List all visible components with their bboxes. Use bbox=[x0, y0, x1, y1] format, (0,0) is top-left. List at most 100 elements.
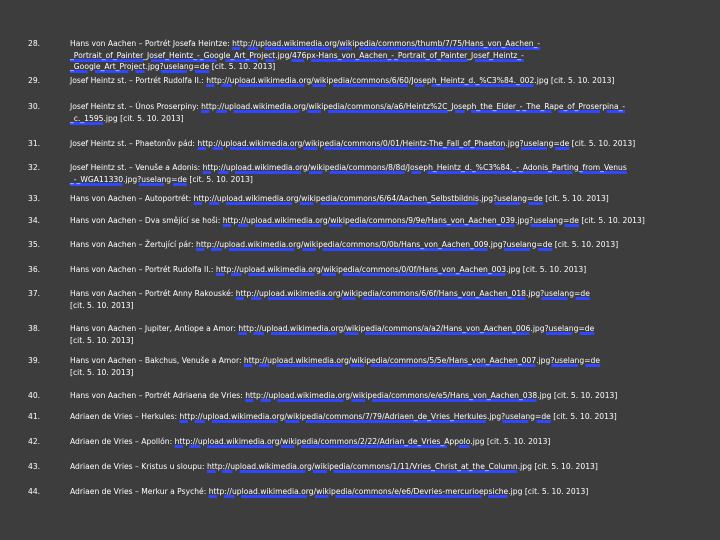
entry-caption: Josef Heintz st. – Phaetonův pád: bbox=[70, 139, 198, 148]
entry-text: Hans von Aachen – Jupiter, Antiope a Amo… bbox=[70, 323, 694, 346]
entry-caption: Adriaen de Vries – Merkur a Psyché: bbox=[70, 487, 209, 496]
entry-caption: Josef Heintz st. – Venuše a Adonis: bbox=[70, 163, 203, 172]
citation-date: [cit. 5. 10. 2013] bbox=[186, 174, 253, 184]
source-url-link[interactable]: http://upload.wikimedia.org/wikipedia/co… bbox=[193, 194, 543, 203]
entry-text: Hans von Aachen – Bakchus, Venuše a Amor… bbox=[70, 355, 694, 378]
entry-number: 39. bbox=[28, 356, 41, 365]
source-url-link[interactable]: _-_WGA11330.jpg?uselang=de bbox=[70, 174, 187, 184]
source-url-link[interactable]: http://upload.wikimedia.org/wikipedia/co… bbox=[215, 265, 521, 274]
entry-text: Josef Heintz st. – Venuše a Adonis: http… bbox=[70, 162, 694, 185]
entry-caption: Hans von Aachen – Portrét Josefa Heintze… bbox=[70, 39, 233, 48]
entry-line: Hans von Aachen – Portrét Josefa Heintze… bbox=[70, 38, 694, 50]
entry-caption: Hans von Aachen – Portrét Adriaena de Vr… bbox=[70, 391, 246, 400]
entry-caption: Hans von Aachen – Portrét Anny Rakouské: bbox=[70, 289, 236, 298]
entry-caption: [cit. 5. 10. 2013] bbox=[70, 335, 134, 345]
entry-line: Adriaen de Vries – Kristus u sloupu: htt… bbox=[70, 461, 694, 473]
entry-caption: Hans von Aachen – Autoportrét: bbox=[70, 194, 194, 203]
entry-number: 30. bbox=[28, 102, 41, 111]
entry-line: Hans von Aachen – Bakchus, Venuše a Amor… bbox=[70, 355, 694, 367]
entry-line: Adriaen de Vries – Merkur a Psyché: http… bbox=[70, 486, 694, 498]
entry-number: 43. bbox=[28, 462, 41, 471]
source-url-link[interactable]: http://upload.wikimedia.org/wikipedia/co… bbox=[206, 462, 532, 471]
citation-date: [cit. 5. 10. 2013] bbox=[484, 437, 551, 446]
source-url-link[interactable]: http://upload.wikimedia.org/wikipedia/co… bbox=[232, 39, 541, 48]
entry-line: _Portrait_of_Painter_Josef_Heintz_-_Goog… bbox=[70, 50, 694, 62]
source-url-link[interactable]: _Google_Art_Project.jpg?uselang=de bbox=[70, 62, 210, 71]
entry-line: Josef Heintz st. – Venuše a Adonis: http… bbox=[70, 162, 694, 174]
entry-caption: Josef Heintz st. – Únos Proserpiny: bbox=[70, 102, 202, 111]
entry-caption: Hans von Aachen – Bakchus, Venuše a Amor… bbox=[70, 356, 244, 365]
entry-line: Hans von Aachen – Dva smějící se hoši: h… bbox=[70, 215, 694, 227]
entry-text: Adriaen de Vries – Herkules: http://uplo… bbox=[70, 411, 694, 423]
entry-line: Adriaen de Vries – Herkules: http://uplo… bbox=[70, 411, 694, 423]
entry-text: Adriaen de Vries – Kristus u sloupu: htt… bbox=[70, 461, 694, 473]
citation-date: [cit. 5. 10. 2013] bbox=[209, 62, 276, 71]
entry-number: 33. bbox=[28, 194, 41, 203]
entry-number: 28. bbox=[28, 39, 41, 48]
entry-number: 29. bbox=[28, 76, 41, 85]
entry-caption: Josef Heintz st. – Portrét Rudolfa II.: bbox=[70, 76, 207, 85]
source-url-link[interactable]: http://upload.wikimedia.org/wikipedia/co… bbox=[201, 102, 626, 111]
entry-number: 41. bbox=[28, 412, 41, 421]
entry-caption: Hans von Aachen – Jupiter, Antiope a Amo… bbox=[70, 324, 239, 333]
source-url-link[interactable]: http://upload.wikimedia.org/wikipedia/co… bbox=[245, 391, 552, 400]
entry-line: _Google_Art_Project.jpg?uselang=de [cit.… bbox=[70, 61, 694, 73]
source-url-link[interactable]: http://upload.wikimedia.org/wikipedia/co… bbox=[179, 412, 551, 421]
entry-number: 32. bbox=[28, 163, 41, 172]
entry-text: Hans von Aachen – Portrét Adriaena de Vr… bbox=[70, 390, 694, 402]
source-url-link[interactable]: http://upload.wikimedia.org/wikipedia/co… bbox=[206, 76, 549, 85]
entry-number: 35. bbox=[28, 240, 41, 249]
citation-date: [cit. 5. 10. 2013] bbox=[531, 462, 598, 471]
entry-text: Hans von Aachen – Portrét Rudolfa II.: h… bbox=[70, 264, 694, 276]
entry-line: Hans von Aachen – Jupiter, Antiope a Amo… bbox=[70, 323, 694, 335]
entry-line: Hans von Aachen – Portrét Anny Rakouské:… bbox=[70, 288, 694, 300]
source-url-link[interactable]: _c._1595.jpg bbox=[70, 113, 118, 123]
source-url-link[interactable]: http://upload.wikimedia.org/wikipedia/co… bbox=[174, 437, 485, 446]
source-url-link[interactable]: http://upload.wikimedia.org/wikipedia/co… bbox=[235, 289, 590, 298]
entry-text: Josef Heintz st. – Portrét Rudolfa II.: … bbox=[70, 75, 694, 87]
entry-text: Hans von Aachen – Portrét Anny Rakouské:… bbox=[70, 288, 694, 311]
entry-line: Josef Heintz st. – Únos Proserpiny: http… bbox=[70, 101, 694, 113]
entry-line: Hans von Aachen – Portrét Rudolfa II.: h… bbox=[70, 264, 694, 276]
entry-caption: Adriaen de Vries – Kristus u sloupu: bbox=[70, 462, 207, 471]
citation-date: [cit. 5. 10. 2013] bbox=[522, 487, 589, 496]
citation-date: [cit. 5. 10. 2013] bbox=[578, 216, 645, 225]
entry-line: _-_WGA11330.jpg?uselang=de [cit. 5. 10. … bbox=[70, 174, 694, 186]
entry-caption: Hans von Aachen – Dva smějící se hoši: bbox=[70, 216, 223, 225]
entry-text: Josef Heintz st. – Únos Proserpiny: http… bbox=[70, 101, 694, 124]
entry-caption: [cit. 5. 10. 2013] bbox=[70, 367, 134, 377]
entry-number: 40. bbox=[28, 391, 41, 400]
citation-date: [cit. 5. 10. 2013] bbox=[520, 265, 587, 274]
source-url-link[interactable]: http://upload.wikimedia.org/wikipedia/co… bbox=[238, 324, 595, 333]
source-url-link[interactable]: _Portrait_of_Painter_Josef_Heintz_-_Goog… bbox=[70, 50, 524, 60]
source-url-link[interactable]: http://upload.wikimedia.org/wikipedia/co… bbox=[197, 139, 570, 148]
entry-line: [cit. 5. 10. 2013] bbox=[70, 335, 694, 347]
entry-line: [cit. 5. 10. 2013] bbox=[70, 367, 694, 379]
entry-line: Hans von Aachen – Žertující pár: http://… bbox=[70, 239, 694, 251]
entry-number: 36. bbox=[28, 265, 41, 274]
entry-line: Josef Heintz st. – Phaetonův pád: http:/… bbox=[70, 138, 694, 150]
entry-line: Josef Heintz st. – Portrét Rudolfa II.: … bbox=[70, 75, 694, 87]
entry-caption: Adriaen de Vries – Herkules: bbox=[70, 412, 180, 421]
source-url-link[interactable]: http://upload.wikimedia.org/wikipedia/co… bbox=[196, 240, 553, 249]
source-url-link[interactable]: http://upload.wikimedia.org/wikipedia/co… bbox=[202, 163, 627, 172]
entry-line: _c._1595.jpg [cit. 5. 10. 2013] bbox=[70, 113, 694, 125]
citation-date: [cit. 5. 10. 2013] bbox=[117, 113, 184, 123]
entry-number: 42. bbox=[28, 437, 41, 446]
citation-date: [cit. 5. 10. 2013] bbox=[542, 194, 609, 203]
entry-text: Adriaen de Vries – Merkur a Psyché: http… bbox=[70, 486, 694, 498]
entry-text: Hans von Aachen – Žertující pár: http://… bbox=[70, 239, 694, 251]
entry-number: 31. bbox=[28, 139, 41, 148]
source-url-link[interactable]: http://upload.wikimedia.org/wikipedia/co… bbox=[208, 487, 523, 496]
entry-number: 37. bbox=[28, 289, 41, 298]
entry-number: 44. bbox=[28, 487, 41, 496]
citation-date: [cit. 5. 10. 2013] bbox=[550, 412, 617, 421]
entry-caption: [cit. 5. 10. 2013] bbox=[70, 300, 134, 310]
entry-text: Adriaen de Vries – Apollón: http://uploa… bbox=[70, 436, 694, 448]
source-url-link[interactable]: http://upload.wikimedia.org/wikipedia/co… bbox=[222, 216, 579, 225]
entry-line: [cit. 5. 10. 2013] bbox=[70, 300, 694, 312]
source-url-link[interactable]: http://upload.wikimedia.org/wikipedia/co… bbox=[243, 356, 601, 365]
entry-caption: Hans von Aachen – Portrét Rudolfa II.: bbox=[70, 265, 216, 274]
entry-caption: Adriaen de Vries – Apollón: bbox=[70, 437, 175, 446]
